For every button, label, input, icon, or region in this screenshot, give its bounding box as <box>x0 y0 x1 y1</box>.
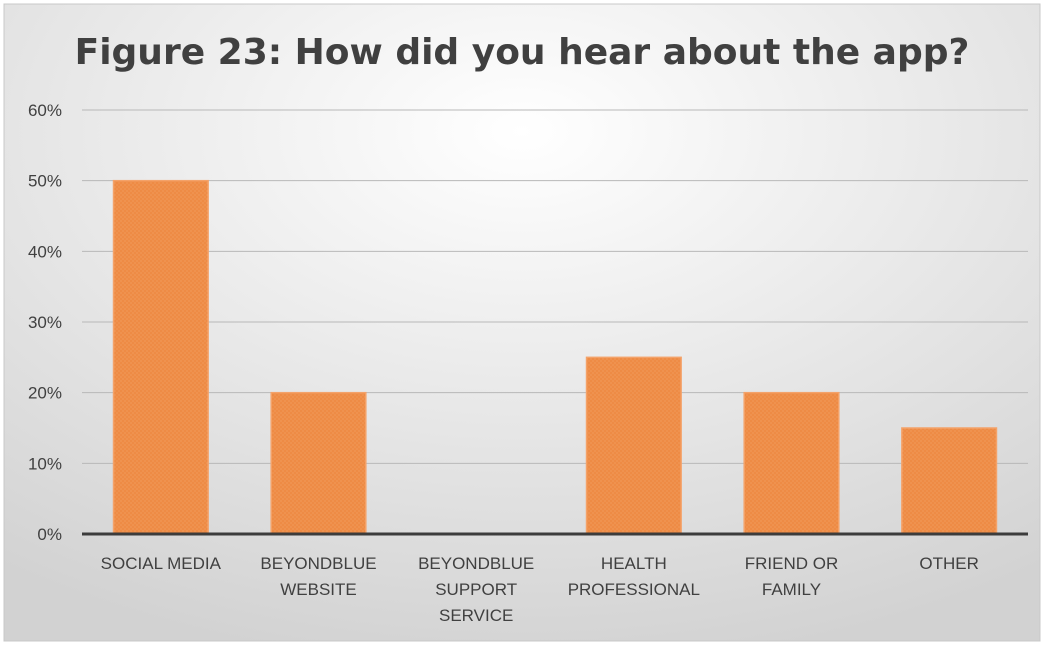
y-tick-label: 0% <box>37 525 62 544</box>
bar <box>743 391 840 535</box>
y-tick-label: 60% <box>28 101 62 120</box>
bars <box>112 179 998 535</box>
y-tick-label: 50% <box>28 172 62 191</box>
y-tick-label: 40% <box>28 242 62 261</box>
y-tick-label: 10% <box>28 454 62 473</box>
bar <box>270 391 367 535</box>
y-tick-label: 30% <box>28 313 62 332</box>
x-tick-label: HEALTH PROFESSIONAL <box>568 554 700 599</box>
bar <box>901 427 998 535</box>
chart-title: Figure 23: How did you hear about the ap… <box>75 32 970 73</box>
bar <box>112 179 209 535</box>
x-tick-label: FRIEND OR FAMILY <box>745 554 839 599</box>
x-tick-label: BEYONDBLUE SUPPORT SERVICE <box>418 554 534 625</box>
y-axis-ticks: 0% 10% 20% 30% 40% 50% 60% <box>28 101 62 544</box>
x-tick-label: BEYONDBLUE WEBSITE <box>260 554 376 599</box>
x-tick-label: OTHER <box>919 554 979 573</box>
x-axis-ticks: SOCIAL MEDIA BEYONDBLUE WEBSITE BEYONDBLUE S… <box>101 554 979 625</box>
y-tick-label: 20% <box>28 384 62 403</box>
bar <box>585 356 682 535</box>
x-tick-label: SOCIAL MEDIA <box>101 554 222 573</box>
gridlines <box>82 109 1028 464</box>
